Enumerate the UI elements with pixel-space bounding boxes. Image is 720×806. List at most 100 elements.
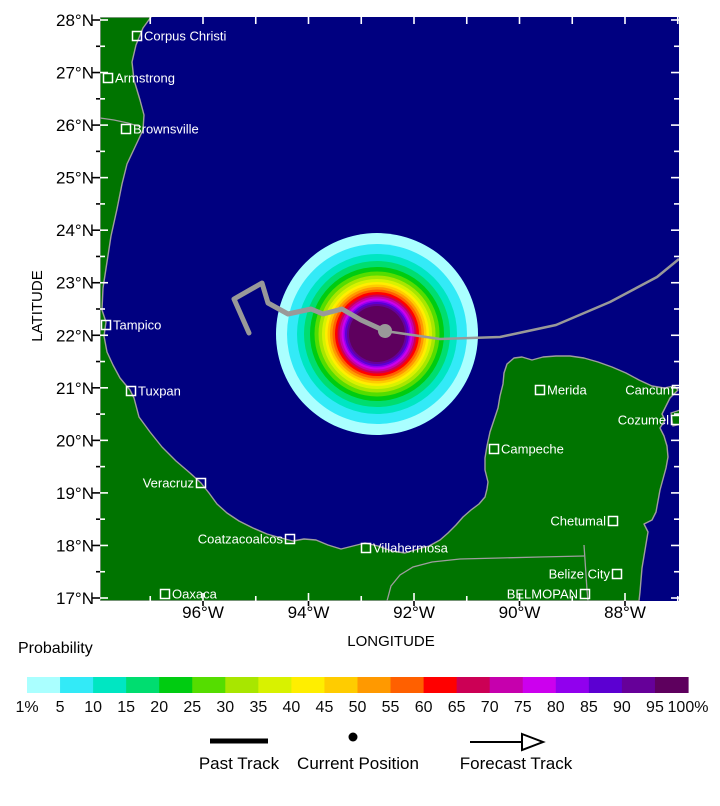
map-canvas <box>100 17 679 601</box>
lon-tick-label: 96°W <box>182 603 224 622</box>
colorbar-segment-35 <box>258 677 292 693</box>
colorbar-segment-60 <box>423 677 458 693</box>
probability-ring-95 <box>349 306 405 362</box>
axis-tick-labels: 28°N 27°N 26°N 25°N 24°N 23°N 22°N 21°N 20°N 19°N… <box>56 11 646 622</box>
colorbar-tick-label: 70 <box>481 699 499 716</box>
colorbar-segment-70 <box>489 677 524 693</box>
past-track-label: Past Track <box>199 754 280 773</box>
colorbar-tick-label: 45 <box>316 699 334 716</box>
city-marker <box>670 414 682 426</box>
colorbar-tick-label: 60 <box>415 699 433 716</box>
x-axis-title: LONGITUDE <box>347 633 435 650</box>
colorbar-tick-label: 100% <box>668 699 709 716</box>
city-marker <box>195 477 207 489</box>
colorbar-segment-55 <box>390 677 425 693</box>
legend: Past Track Current Position Forecast Tra… <box>199 732 573 773</box>
city-label: Coatzacoalcos <box>198 532 284 547</box>
city-marker <box>607 515 619 527</box>
city-label: Tuxpan <box>138 384 181 399</box>
past-track-line <box>231 280 388 336</box>
city-label: Tampico <box>113 318 161 333</box>
colorbar-segment-95 <box>654 677 689 693</box>
colorbar-segment-75 <box>522 677 557 693</box>
city-label: Belize City <box>549 567 611 582</box>
y-axis-title: LATITUDE <box>29 270 46 341</box>
colorbar-tick-label: 35 <box>249 699 267 716</box>
city-marker <box>284 533 296 545</box>
lat-tick-label: 20°N <box>56 431 94 450</box>
city-markers: Corpus Christi Armstrong Brownsville Tampic… <box>100 29 683 602</box>
city-label: BELMOPAN <box>507 587 578 602</box>
lat-tick-label: 28°N <box>56 11 94 30</box>
forecast-track-label: Forecast Track <box>460 754 573 773</box>
colorbar-segment-10 <box>93 677 127 693</box>
lat-tick-label: 25°N <box>56 169 94 188</box>
colorbar-tick-label: 90 <box>613 699 631 716</box>
city-label: Villahermosa <box>373 541 449 556</box>
colorbar-tick-label: 65 <box>448 699 466 716</box>
colorbar-tick-label: 30 <box>216 699 234 716</box>
city-label: Oaxaca <box>172 587 218 602</box>
city-marker <box>534 384 546 396</box>
colorbar-segment-30 <box>225 677 259 693</box>
colorbar-segment-50 <box>357 677 392 693</box>
city-marker <box>100 319 112 331</box>
city-label: Campeche <box>501 442 564 457</box>
lat-tick-label: 23°N <box>56 274 94 293</box>
colorbar-segment-1% <box>27 677 61 693</box>
city-label: Veracruz <box>143 476 194 491</box>
city-label: Armstrong <box>115 71 175 86</box>
probability-colorbar: 1% 5 10 15 20 25 30 35 40 45 50 55 60 65 70 75 80 85 90 95 1… <box>15 677 708 716</box>
lon-tick-label: 92°W <box>393 603 435 622</box>
colorbar-tick-label: 80 <box>547 699 565 716</box>
current-position-label: Current Position <box>297 754 419 773</box>
current-position-symbol <box>348 732 358 742</box>
country-border <box>100 117 142 128</box>
city-label: Cozumel <box>618 413 669 428</box>
colorbar-tick-label: 15 <box>117 699 135 716</box>
lat-tick-label: 18°N <box>56 536 94 555</box>
forecast-track-symbol <box>470 732 546 752</box>
forecast-track-line <box>384 258 679 341</box>
colorbar-tick-label: 10 <box>84 699 102 716</box>
colorbar-segment-20 <box>159 677 193 693</box>
colorbar-segment-85 <box>588 677 623 693</box>
axis-ticks <box>92 17 679 606</box>
colorbar-tick-label: 50 <box>349 699 367 716</box>
colorbar-tick-label: 85 <box>580 699 598 716</box>
city-marker <box>671 384 683 396</box>
colorbar-segment-65 <box>456 677 491 693</box>
lat-tick-label: 24°N <box>56 221 94 240</box>
lat-tick-label: 26°N <box>56 116 94 135</box>
colorbar-tick-label: 5 <box>56 699 65 716</box>
lon-tick-label: 94°W <box>288 603 330 622</box>
colorbar-tick-label: 25 <box>183 699 201 716</box>
lat-tick-label: 21°N <box>56 379 94 398</box>
city-marker <box>611 568 623 580</box>
lat-tick-label: 27°N <box>56 64 94 83</box>
colorbar-segment-5 <box>60 677 94 693</box>
city-marker <box>125 385 137 397</box>
city-label: Cancun <box>625 383 670 398</box>
city-label: Brownsville <box>133 122 199 137</box>
colorbar-segment-90 <box>621 677 656 693</box>
colorbar-segment-25 <box>192 677 226 693</box>
colorbar-tick-label: 20 <box>150 699 168 716</box>
city-marker <box>579 588 591 600</box>
colorbar-tick-label: 55 <box>382 699 400 716</box>
lat-tick-label: 22°N <box>56 326 94 345</box>
colorbar-title: Probability <box>18 640 93 657</box>
lon-tick-label: 88°W <box>604 603 646 622</box>
colorbar-segment-45 <box>324 677 359 693</box>
city-label: Chetumal <box>550 514 606 529</box>
colorbar-segment-80 <box>555 677 590 693</box>
city-marker <box>131 30 143 42</box>
colorbar-tick-label: 40 <box>283 699 301 716</box>
colorbar-tick-label: 1% <box>15 699 38 716</box>
city-marker <box>102 72 114 84</box>
colorbar-segment-40 <box>291 677 326 693</box>
colorbar-tick-label: 95 <box>646 699 664 716</box>
city-marker <box>159 588 171 600</box>
city-label: Merida <box>547 383 588 398</box>
